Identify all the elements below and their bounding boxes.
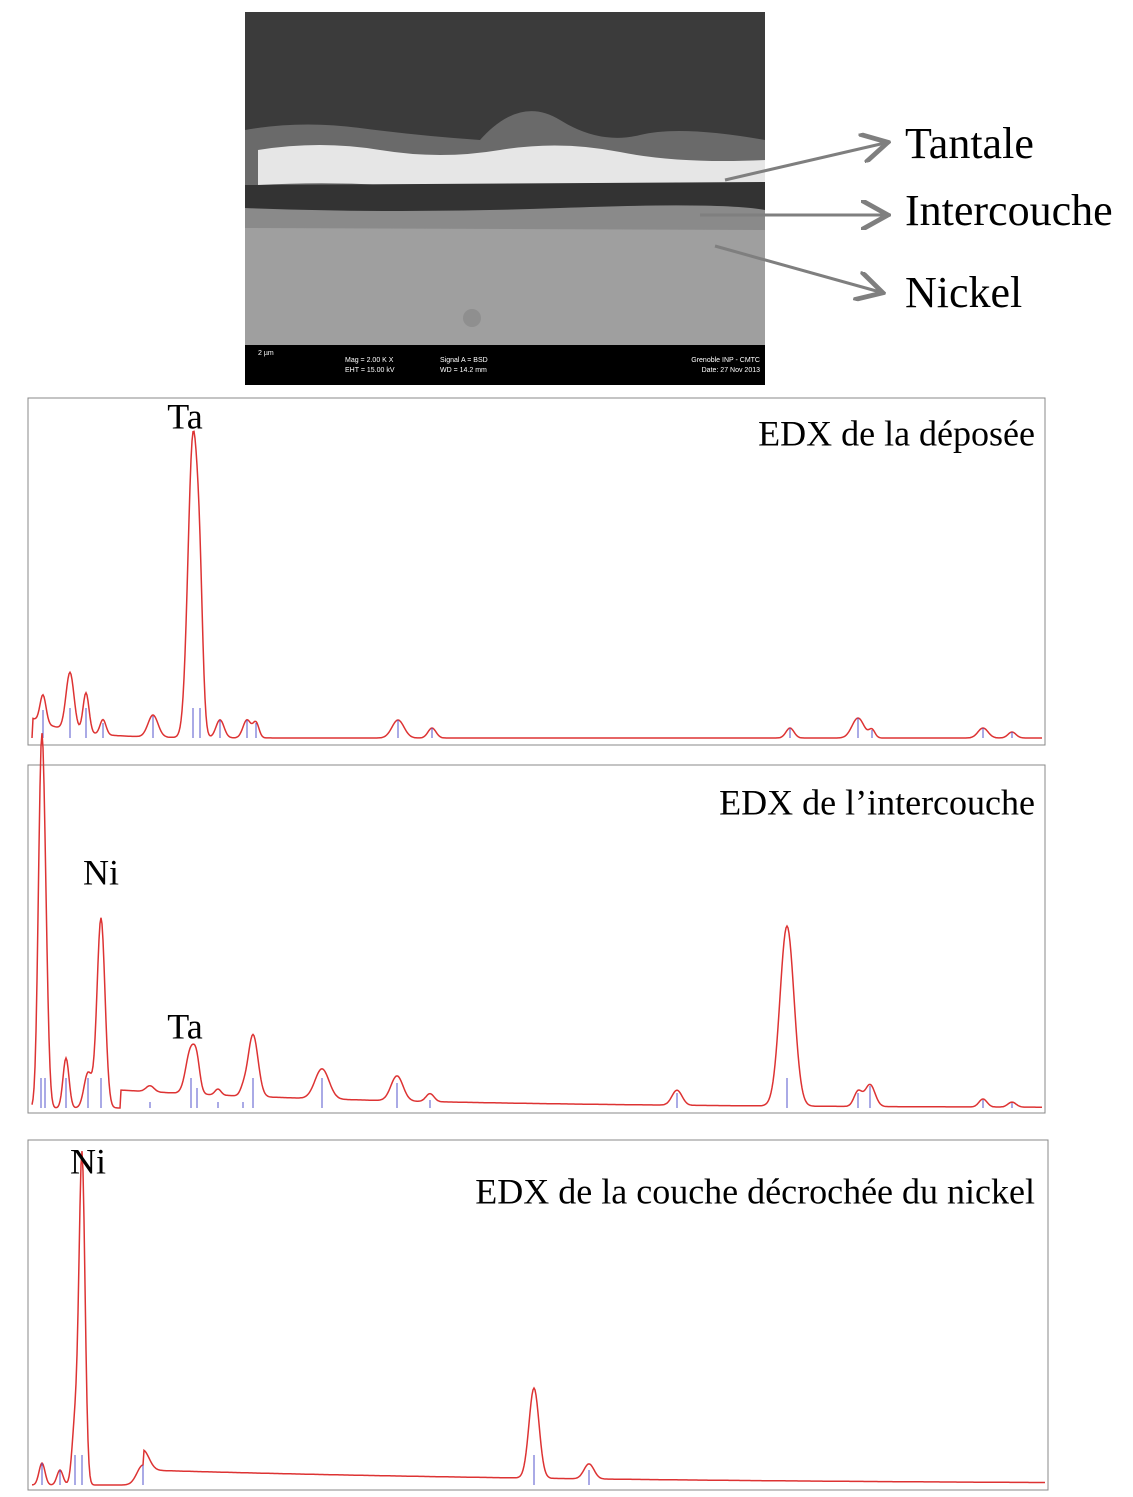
spectrum-title: EDX de l’intercouche [719, 782, 1035, 822]
peak-label: Ta [167, 396, 202, 436]
spectrum-title: EDX de la déposée [758, 413, 1035, 453]
layer-label: Intercouche [905, 186, 1113, 235]
peak-label: Ni [70, 1141, 106, 1181]
info-text: Mag = 2.00 K X [345, 357, 394, 364]
peak-label: Ta [167, 1006, 202, 1046]
info-text: Signal A = BSD [440, 357, 488, 364]
spectrum-trace [31, 1151, 1045, 1486]
info-text: EHT = 15.00 kV [345, 367, 395, 374]
info-text: WD = 14.2 mm [440, 367, 487, 374]
layer-label: Tantale [905, 119, 1034, 168]
layer-label: Nickel [905, 268, 1022, 317]
arrow [724, 143, 885, 182]
arrow [714, 244, 880, 292]
spectrum-frame [27, 397, 1046, 746]
scale-label: 2 µm [258, 350, 274, 357]
sem-image: 2 µm Mag = 2.00 K X EHT = 15.00 kV Signa… [245, 12, 765, 385]
spectrum-trace [31, 733, 1042, 1109]
spectrum-trace [31, 430, 1042, 739]
spectrum-title: EDX de la couche décrochée du nickel [475, 1171, 1035, 1211]
spectrum-traces [31, 430, 1045, 1486]
spectrum-frame [27, 1139, 1049, 1491]
info-text: Grenoble INP - CMTC [691, 357, 760, 364]
info-text: Date: 27 Nov 2013 [702, 367, 760, 374]
peak-label: Ni [83, 852, 119, 892]
